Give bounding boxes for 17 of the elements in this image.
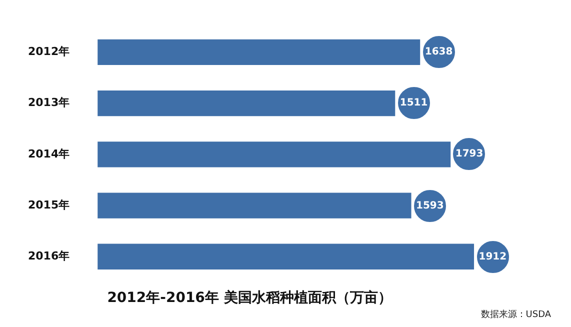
y-tick-label: 2012年 <box>28 45 70 58</box>
data-label: 1912 <box>478 251 507 262</box>
y-tick-label: 2016年 <box>28 250 70 262</box>
bar <box>98 90 396 116</box>
bar <box>98 192 412 218</box>
y-tick-label: 2013年 <box>28 96 70 110</box>
bar <box>98 142 451 168</box>
data-label: 1638 <box>424 46 453 58</box>
data-label: 1793 <box>455 148 484 160</box>
data-label: 1511 <box>400 98 428 109</box>
data-label: 1593 <box>416 200 444 212</box>
source-note: 数据来源：USDA <box>480 308 551 321</box>
y-tick-label: 2015年 <box>28 198 70 212</box>
bar <box>98 39 420 65</box>
text: 2012年-2016年 美国水稻种植面积（万亩） <box>107 289 392 306</box>
bar <box>98 244 474 270</box>
y-tick-label: 2014年 <box>28 147 70 160</box>
